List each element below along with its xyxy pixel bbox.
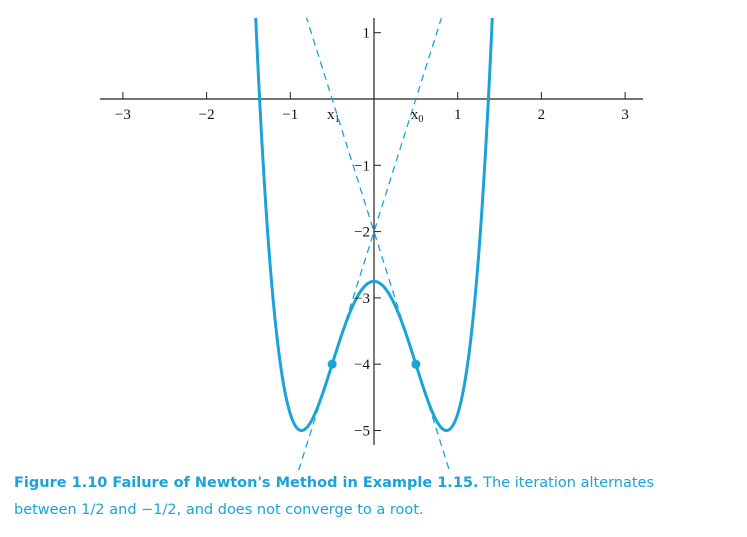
newton-failure-chart: −3 −2 −1 1 2 3 1 −1 −2 −3 −4 −5 x0 x1 xyxy=(100,18,643,470)
x-tick-label: −2 xyxy=(199,107,215,123)
x-tick-label: 1 xyxy=(454,107,462,123)
x-tick-label: −1 xyxy=(282,107,298,123)
x-tick-label: 3 xyxy=(621,107,629,123)
point-label-x1: x1 xyxy=(327,107,340,125)
y-tick-label: −1 xyxy=(354,158,370,174)
y-tick-label: −4 xyxy=(354,357,370,373)
x-tick-label: −3 xyxy=(115,107,131,123)
y-tick-label: −3 xyxy=(354,291,370,307)
iteration-point xyxy=(411,359,421,369)
function-curve xyxy=(254,18,494,433)
iteration-point xyxy=(327,359,337,369)
figure-caption: Figure 1.10 Failure of Newton's Method i… xyxy=(14,470,714,524)
caption-text-line1: The iteration alternates xyxy=(478,475,655,491)
point-label-x0: x0 xyxy=(411,107,424,125)
y-tick-label: −5 xyxy=(354,424,370,440)
caption-text-line2: between 1/2 and −1/2, and does not conve… xyxy=(14,502,424,518)
caption-title: Figure 1.10 Failure of Newton's Method i… xyxy=(14,475,479,491)
y-tick-label: −2 xyxy=(354,225,370,241)
y-tick-label: 1 xyxy=(363,26,371,42)
x-tick-label: 2 xyxy=(538,107,546,123)
axes xyxy=(100,18,643,445)
